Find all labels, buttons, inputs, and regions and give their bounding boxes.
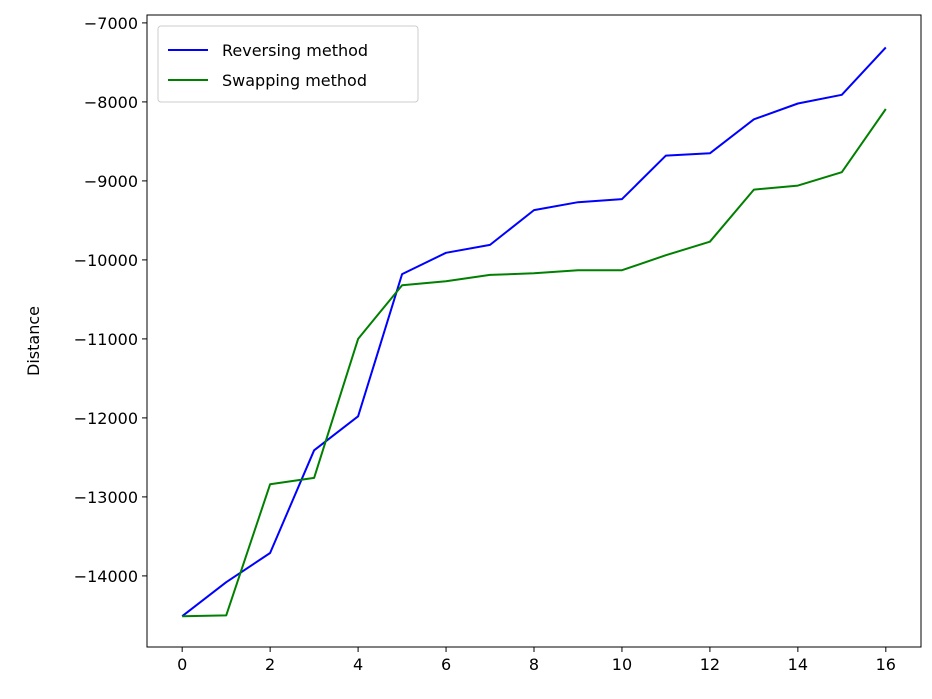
y-tick-label: −14000 [74,567,138,586]
legend: Reversing method Swapping method [157,25,419,103]
y-tick-label: −8000 [84,93,138,112]
x-tick-label: 6 [441,655,451,674]
x-tick-label: 2 [265,655,275,674]
series-lines [181,46,887,618]
series-line-reversing-method [181,46,887,617]
plot-frame [146,14,922,648]
y-tick-label: −12000 [74,409,138,428]
x-tick-label: 4 [353,655,363,674]
x-tick-label: 0 [177,655,187,674]
y-axis: −14000 −13000 −12000 −11000 −10000 −9000 −8000… [74,14,147,586]
y-tick-label: −10000 [74,251,138,270]
y-tick-label: −11000 [74,330,138,349]
x-tick-label: 14 [788,655,808,674]
y-tick-label: −13000 [74,488,138,507]
x-axis: 0 2 4 6 8 10 12 14 16 [177,647,896,674]
y-tick-label: −9000 [84,172,138,191]
x-tick-label: 12 [700,655,720,674]
legend-box [157,25,419,103]
y-axis-label: Distance [24,306,43,376]
x-tick-label: 16 [876,655,896,674]
legend-label: Reversing method [222,41,368,60]
series-line-swapping-method [182,108,887,618]
x-tick-label: 10 [612,655,632,674]
x-tick-label: 8 [529,655,539,674]
y-tick-label: −7000 [84,14,138,33]
legend-label: Swapping method [222,71,367,90]
